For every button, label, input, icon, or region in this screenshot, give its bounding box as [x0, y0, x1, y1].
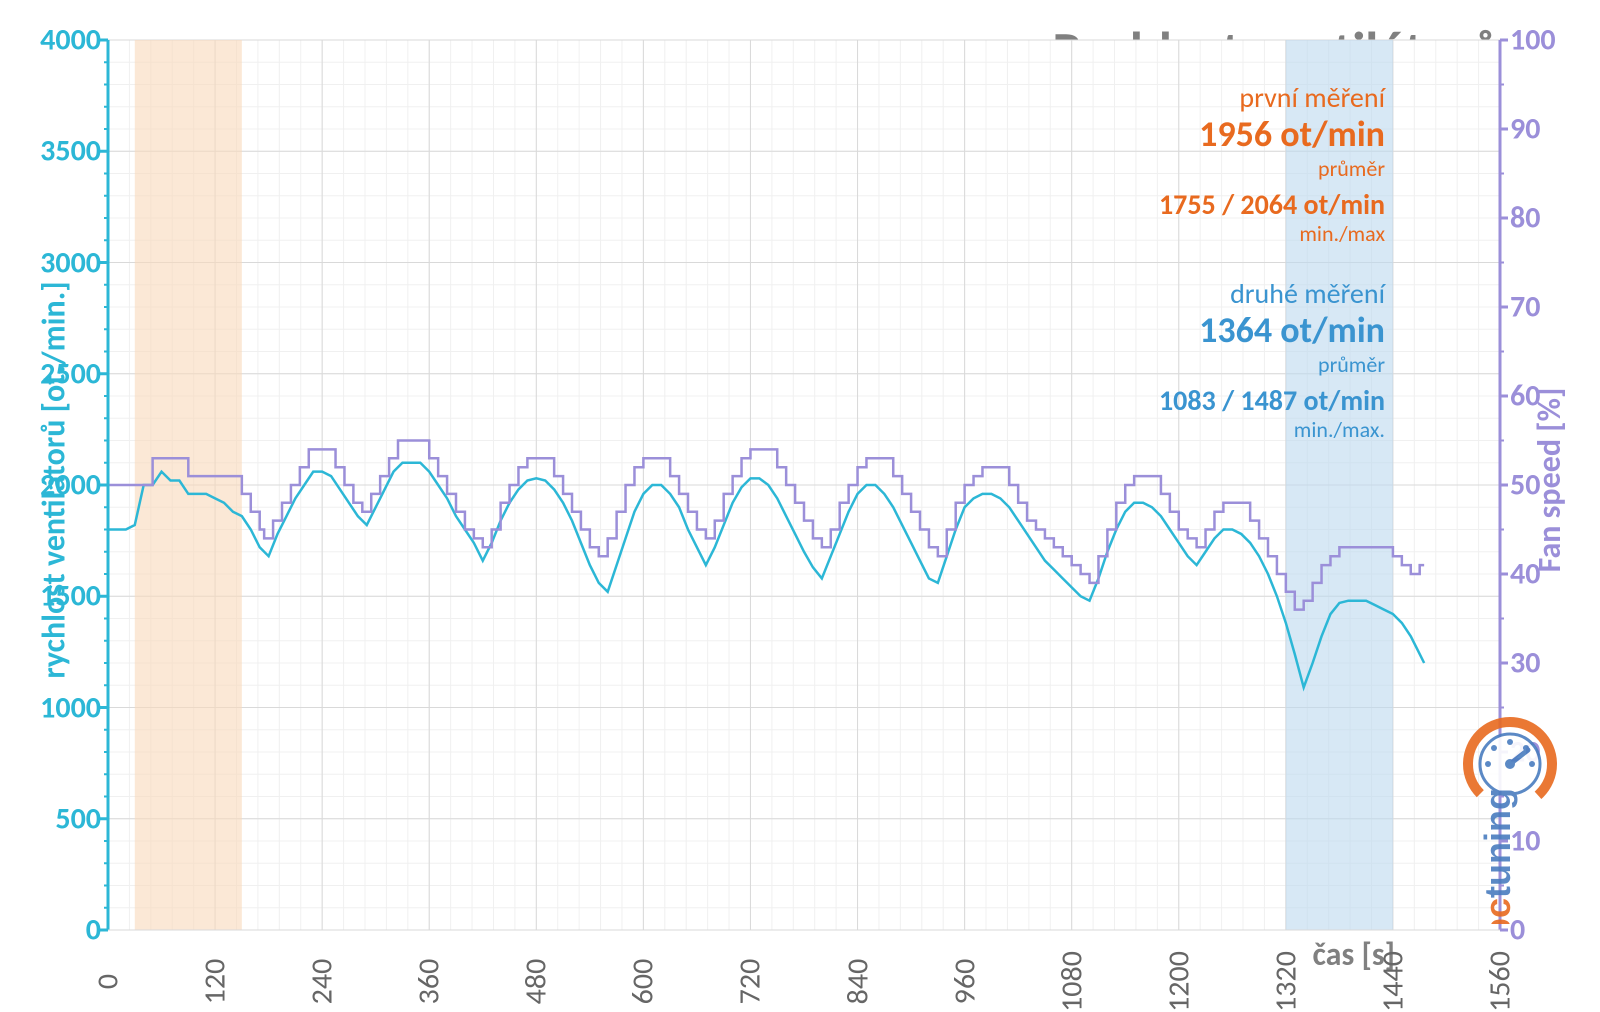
second-minmax-label: min./max.: [1159, 417, 1385, 442]
x-tick: 600: [625, 959, 662, 1005]
x-tick: 360: [411, 959, 448, 1005]
y-right-tick: 40: [1510, 556, 1580, 593]
x-tick: 240: [304, 959, 341, 1005]
first-measurement-annotation: první měření 1956 ot/min průměr 1755 / 2…: [1159, 82, 1385, 246]
svg-text:pctuning: pctuning: [1477, 788, 1518, 924]
first-avg: 1956 ot/min: [1159, 114, 1385, 155]
y-right-tick: 50: [1510, 467, 1580, 504]
watermark-tuning: tuning: [1477, 788, 1518, 898]
plot-area: čas [s] první měření 1956 ot/min průměr …: [108, 40, 1500, 930]
first-minmax: 1755 / 2064 ot/min: [1159, 189, 1385, 221]
y-right-tick: 80: [1510, 200, 1580, 237]
watermark-pc: pc: [1477, 898, 1518, 924]
x-tick: 1440: [1374, 951, 1411, 1012]
pctuning-watermark: pctuning: [1440, 714, 1580, 929]
second-avg-label: průměr: [1159, 352, 1385, 377]
y-left-tick: 0: [16, 912, 101, 949]
first-title: první měření: [1159, 82, 1385, 114]
y-right-tick: 70: [1510, 289, 1580, 326]
second-title: druhé měření: [1159, 278, 1385, 310]
y-left-tick: 2500: [16, 355, 101, 392]
x-tick: 0: [90, 974, 127, 989]
first-minmax-label: min./max: [1159, 221, 1385, 246]
x-tick: 1560: [1482, 951, 1519, 1012]
y-right-tick: 60: [1510, 378, 1580, 415]
x-tick: 720: [732, 959, 769, 1005]
y-left-tick: 3000: [16, 244, 101, 281]
fan-speed-chart: Rychlost ventilátorů rychlost ventilátor…: [0, 0, 1600, 1009]
y-right-tick: 30: [1510, 645, 1580, 682]
x-tick: 960: [946, 959, 983, 1005]
x-tick: 1200: [1160, 951, 1197, 1012]
x-tick: 840: [839, 959, 876, 1005]
second-avg: 1364 ot/min: [1159, 310, 1385, 351]
second-measurement-annotation: druhé měření 1364 ot/min průměr 1083 / 1…: [1159, 278, 1385, 442]
x-tick: 1320: [1267, 951, 1304, 1012]
x-tick: 480: [518, 959, 555, 1005]
y-left-tick: 1000: [16, 689, 101, 726]
y-right-tick: 100: [1510, 22, 1580, 59]
y-left-tick: 1500: [16, 578, 101, 615]
y-left-tick: 2000: [16, 467, 101, 504]
y-left-tick: 3500: [16, 133, 101, 170]
second-minmax: 1083 / 1487 ot/min: [1159, 385, 1385, 417]
x-tick: 120: [197, 959, 234, 1005]
y-left-tick: 500: [16, 800, 101, 837]
first-avg-label: průměr: [1159, 156, 1385, 181]
x-tick: 1080: [1053, 951, 1090, 1012]
y-right-tick: 90: [1510, 111, 1580, 148]
y-left-tick: 4000: [16, 22, 101, 59]
